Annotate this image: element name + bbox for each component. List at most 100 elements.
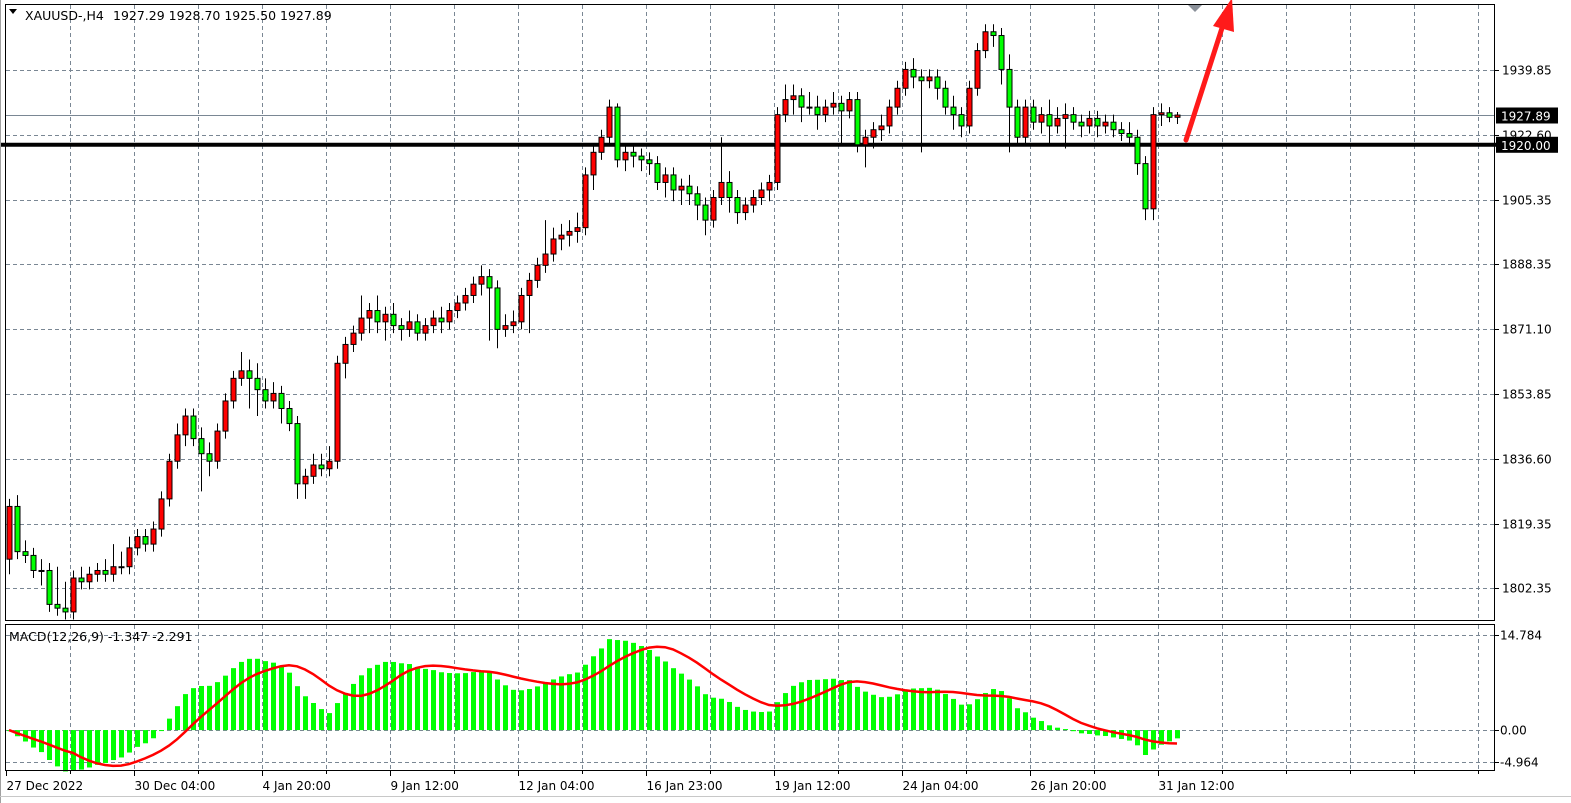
candle xyxy=(886,99,893,134)
macd-histogram-bar xyxy=(183,694,188,731)
candle-body xyxy=(374,310,381,323)
macd-histogram-bar xyxy=(583,664,588,731)
candle-body xyxy=(798,95,805,108)
macd-histogram-bar xyxy=(103,730,108,763)
candle-body xyxy=(54,603,61,609)
candle xyxy=(1134,129,1141,175)
candle xyxy=(1054,107,1061,134)
candle-body xyxy=(902,68,909,89)
candle xyxy=(782,84,789,123)
candle-body xyxy=(862,136,869,146)
price-tick-label: 1853.85 xyxy=(1502,388,1552,402)
candle-body xyxy=(1166,112,1173,118)
candle-body xyxy=(758,189,765,199)
candle xyxy=(734,189,741,224)
candle xyxy=(174,423,181,469)
candle xyxy=(622,144,629,172)
macd-histogram-bar xyxy=(983,692,988,731)
macd-histogram-bar xyxy=(679,673,684,731)
candle xyxy=(678,178,685,206)
candle-body xyxy=(838,102,845,112)
candle xyxy=(134,529,141,556)
macd-histogram-bar xyxy=(463,673,468,731)
candle-body xyxy=(662,174,669,183)
candle-body xyxy=(318,464,325,470)
candle-body xyxy=(822,106,829,116)
candle xyxy=(710,189,717,228)
macd-histogram-bar xyxy=(799,682,804,731)
macd-histogram-bar xyxy=(919,688,924,731)
macd-histogram-bar xyxy=(607,639,612,731)
price-tick-label: 1888.35 xyxy=(1502,258,1552,272)
candles xyxy=(6,24,1181,620)
macd-histogram-bar xyxy=(359,675,364,731)
candle xyxy=(958,107,965,138)
candle-body xyxy=(230,377,237,402)
candle xyxy=(342,336,349,379)
candle-body xyxy=(678,185,685,191)
macd-histogram-bar xyxy=(1103,730,1108,737)
candle-body xyxy=(830,102,837,108)
candle-body xyxy=(166,460,173,500)
up-arrow-annotation-icon[interactable] xyxy=(1183,0,1234,143)
candle-body xyxy=(78,577,85,583)
macd-histogram-bar xyxy=(895,694,900,731)
macd-histogram-bar xyxy=(871,694,876,731)
chart-shift-marker-icon[interactable] xyxy=(1188,5,1202,12)
chart-menu-triangle-icon[interactable] xyxy=(9,9,17,14)
candle-body xyxy=(382,313,389,323)
macd-histogram-bar xyxy=(223,675,228,731)
candle-body xyxy=(806,106,813,109)
candle xyxy=(550,227,557,262)
macd-histogram-bar xyxy=(791,685,796,731)
candle-body xyxy=(262,389,269,402)
macd-histogram-bar xyxy=(847,680,852,731)
macd-histogram-bar xyxy=(1047,725,1052,731)
candle xyxy=(398,318,405,341)
candle-body xyxy=(430,317,437,327)
macd-histogram-bar xyxy=(695,686,700,731)
macd-histogram-bar xyxy=(1015,708,1020,731)
candle xyxy=(1046,99,1053,145)
candle-body xyxy=(534,264,541,281)
candle-body xyxy=(1142,163,1149,210)
macd-histogram-bar xyxy=(703,694,708,731)
candle xyxy=(14,495,21,560)
candle xyxy=(78,566,85,590)
candle-body xyxy=(966,87,973,127)
candle xyxy=(758,182,765,206)
time-tick-label: 12 Jan 04:00 xyxy=(519,779,595,793)
candle-body xyxy=(1054,117,1061,127)
candle-body xyxy=(1046,114,1053,127)
candle-body xyxy=(246,370,253,379)
candle xyxy=(1142,156,1149,221)
candle xyxy=(390,303,397,334)
candle-body xyxy=(134,536,141,549)
candle xyxy=(1070,107,1077,130)
candle xyxy=(718,137,725,206)
candle xyxy=(22,540,29,563)
candle xyxy=(1062,103,1069,149)
candle xyxy=(190,408,197,447)
candle xyxy=(206,442,213,477)
candle-body xyxy=(1118,129,1125,134)
candle xyxy=(942,80,949,115)
candle xyxy=(1014,99,1021,145)
candle xyxy=(902,61,909,96)
candle-body xyxy=(438,317,445,323)
candle-body xyxy=(1078,121,1085,127)
main-pane-frame xyxy=(5,4,1495,621)
candle-body xyxy=(742,204,749,214)
candle-body xyxy=(750,197,757,206)
candle xyxy=(30,547,37,579)
candle xyxy=(638,148,645,172)
macd-histogram-bar xyxy=(1023,712,1028,731)
svg-text:1927.89: 1927.89 xyxy=(1501,110,1551,124)
candle xyxy=(606,99,613,145)
candle-body xyxy=(694,193,701,206)
candle xyxy=(510,310,517,334)
macd-histogram-bar xyxy=(503,685,508,731)
macd-histogram-bar xyxy=(1111,730,1116,738)
candle xyxy=(158,491,165,537)
